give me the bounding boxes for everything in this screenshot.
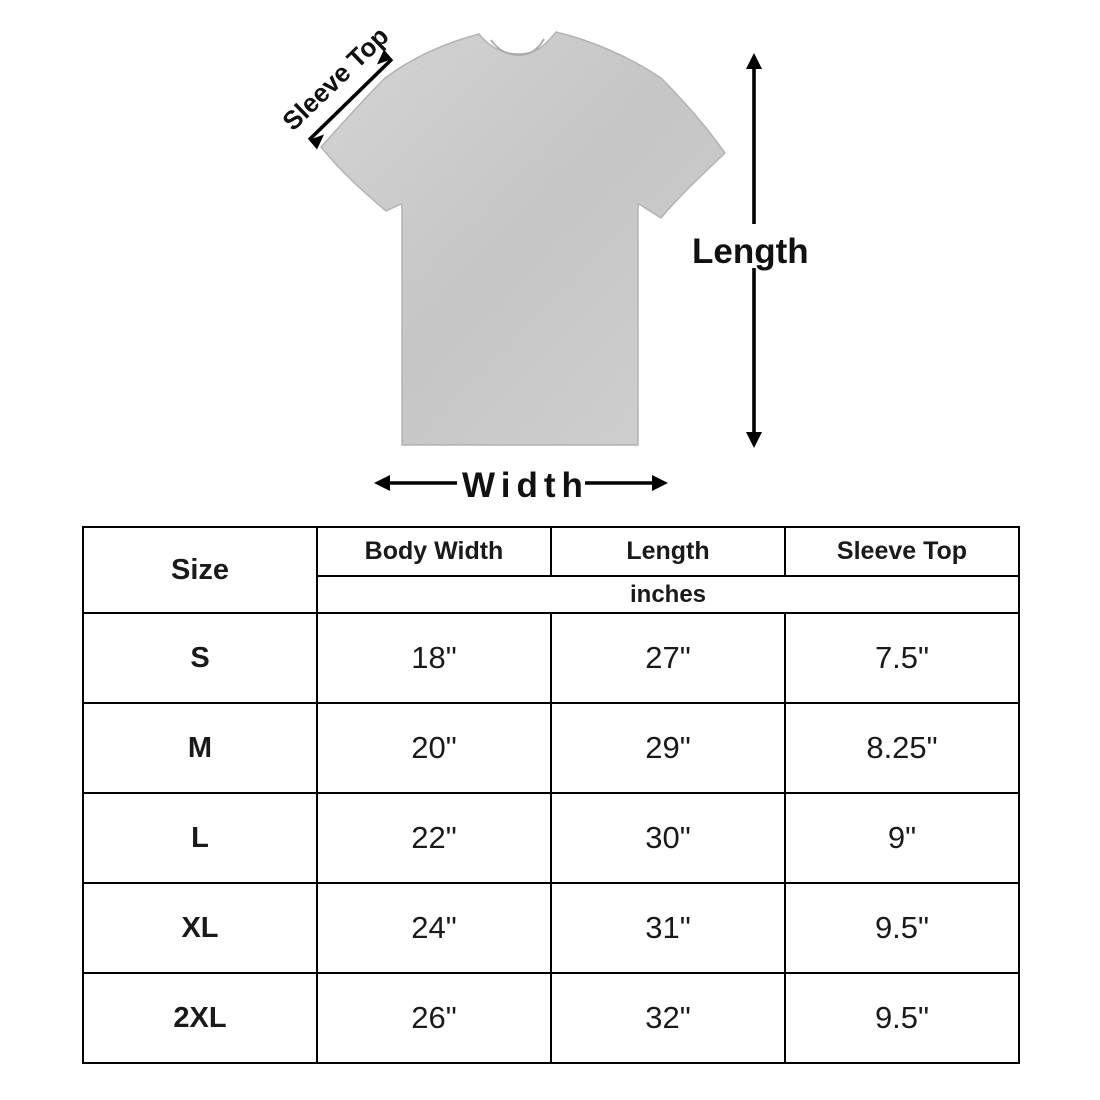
svg-text:Width: Width <box>462 466 589 505</box>
svg-text:Length: Length <box>692 232 809 271</box>
